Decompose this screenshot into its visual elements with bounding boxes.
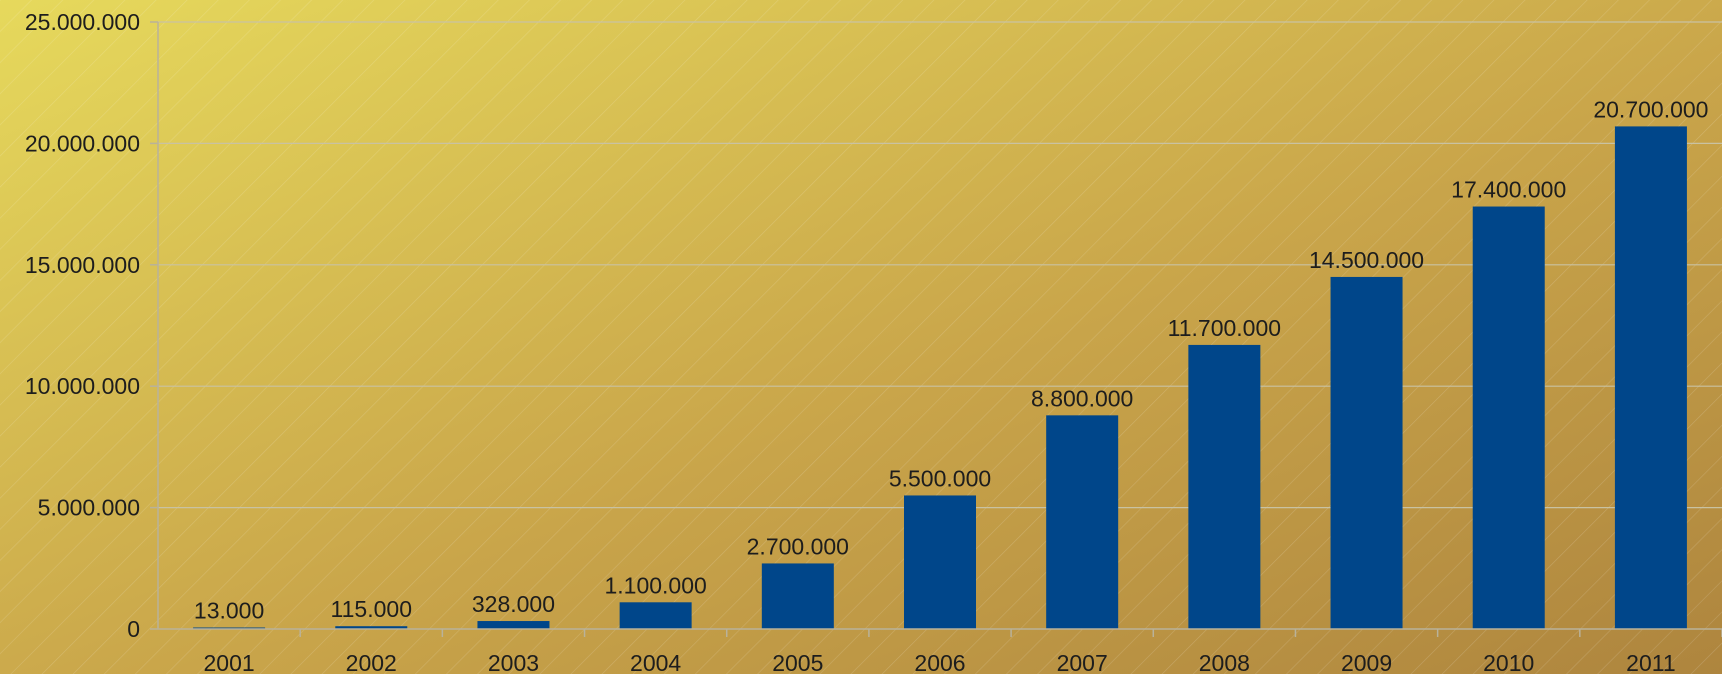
bar-2006: [904, 495, 976, 629]
bar-2005: [761, 563, 834, 629]
x-tick-label: 2007: [1057, 650, 1108, 674]
data-label-2003: 328.000: [472, 591, 555, 617]
data-label-2011: 20.700.000: [1593, 96, 1708, 122]
bar-2008: [1188, 344, 1261, 629]
bar-2002: [335, 626, 408, 629]
x-axis-tick-labels: 2001 2002 2003 2004 2005 2006 2007 2008 2009 2010…: [204, 629, 1722, 674]
y-tick-label: 20.000.000: [25, 130, 140, 156]
y-tick-label: 15.000.000: [25, 252, 140, 278]
bar-2004: [619, 602, 692, 629]
data-label-2009: 14.500.000: [1309, 247, 1424, 273]
y-tick-label: 25.000.000: [25, 9, 140, 35]
x-tick-label: 2005: [772, 650, 823, 674]
y-axis-tick-labels: 0 5.000.000 10.000.000 15.000.000 20.000.000…: [25, 9, 158, 642]
data-label-2008: 11.700.000: [1168, 315, 1281, 341]
x-tick-label: 2001: [204, 650, 255, 674]
gridlines: [158, 21, 1722, 509]
data-label-2006: 5.500.000: [889, 465, 991, 491]
data-labels: 13.000 115.000 328.000 1.100.000 2.700.000 5.…: [194, 96, 1709, 623]
bar-2003: [477, 621, 550, 629]
data-label-2007: 8.800.000: [1031, 385, 1133, 411]
x-tick-label: 2002: [346, 650, 397, 674]
data-label-2001: 13.000: [194, 598, 264, 624]
data-label-2005: 2.700.000: [747, 533, 849, 559]
y-tick-label: 5.000.000: [38, 495, 140, 521]
data-label-2004: 1.100.000: [604, 572, 706, 598]
data-label-2010: 17.400.000: [1451, 177, 1566, 203]
x-tick-label: 2008: [1199, 650, 1250, 674]
bar-2011: [1614, 126, 1687, 630]
bar-2007: [1046, 415, 1119, 629]
x-tick-label: 2003: [488, 650, 539, 674]
bar-2010: [1472, 206, 1545, 629]
x-tick-label: 2010: [1483, 650, 1534, 674]
bars: [193, 126, 1687, 630]
bar-2009: [1330, 276, 1403, 629]
x-tick-label: 2004: [630, 650, 681, 674]
x-tick-label: 2009: [1341, 650, 1392, 674]
x-tick-label: 2006: [914, 650, 965, 674]
y-tick-label: 0: [127, 616, 140, 642]
x-tick-label: 2011: [1626, 650, 1675, 674]
data-label-2002: 115.000: [331, 596, 412, 622]
y-tick-label: 10.000.000: [25, 373, 140, 399]
